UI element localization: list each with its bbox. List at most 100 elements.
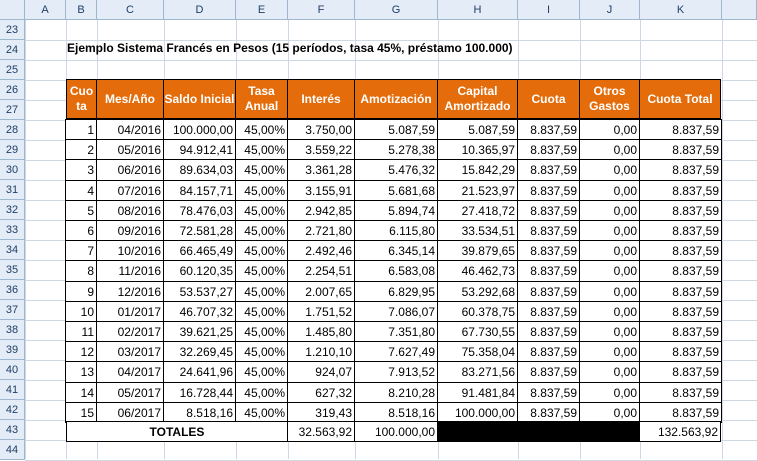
table-cell-interest[interactable]: 2.007,65 — [287, 281, 355, 302]
table-cell-cuota-number[interactable]: 15 — [65, 402, 97, 423]
table-cell-total-installment[interactable]: 8.837,59 — [639, 240, 722, 261]
table-cell-capital-amortized[interactable]: 67.730,55 — [437, 321, 518, 342]
table-cell-amortization[interactable]: 6.345,14 — [354, 240, 438, 261]
column-header[interactable]: B — [66, 0, 97, 20]
table-cell-installment[interactable]: 8.837,59 — [517, 180, 580, 201]
table-cell-total-installment[interactable]: 8.837,59 — [639, 341, 722, 362]
table-cell-cuota-number[interactable]: 13 — [65, 361, 97, 383]
table-cell-amortization[interactable]: 5.894,74 — [354, 200, 438, 221]
row-header[interactable]: 25 — [0, 60, 25, 80]
table-cell-cuota-number[interactable]: 4 — [65, 180, 97, 201]
table-cell-capital-amortized[interactable]: 21.523,97 — [437, 180, 518, 201]
table-cell-other-costs[interactable]: 0,00 — [579, 220, 640, 241]
table-cell-total-installment[interactable]: 8.837,59 — [639, 382, 722, 403]
table-cell-cuota-number[interactable]: 12 — [65, 341, 97, 362]
table-cell-annual-rate[interactable]: 45,00% — [235, 341, 288, 362]
column-header[interactable]: I — [518, 0, 580, 20]
table-cell-annual-rate[interactable]: 45,00% — [235, 260, 288, 282]
row-header[interactable]: 42 — [0, 400, 25, 420]
table-cell-month-year[interactable]: 09/2016 — [96, 220, 164, 241]
header-total-installment[interactable]: Cuota Total — [639, 79, 721, 119]
table-cell-other-costs[interactable]: 0,00 — [579, 159, 640, 181]
table-cell-installment[interactable]: 8.837,59 — [517, 402, 580, 423]
table-cell-amortization[interactable]: 7.627,49 — [354, 341, 438, 362]
table-cell-initial-balance[interactable]: 8.518,16 — [163, 402, 236, 423]
row-header[interactable]: 32 — [0, 200, 25, 220]
table-cell-annual-rate[interactable]: 45,00% — [235, 119, 288, 140]
table-cell-amortization[interactable]: 6.829,95 — [354, 281, 438, 302]
row-header[interactable]: 41 — [0, 380, 25, 400]
table-cell-month-year[interactable]: 07/2016 — [96, 180, 164, 201]
table-cell-initial-balance[interactable]: 72.581,28 — [163, 220, 236, 241]
row-header[interactable]: 26 — [0, 80, 25, 100]
table-cell-interest[interactable]: 3.155,91 — [287, 180, 355, 201]
table-cell-other-costs[interactable]: 0,00 — [579, 321, 640, 342]
table-cell-total-installment[interactable]: 8.837,59 — [639, 139, 722, 160]
column-header[interactable]: J — [580, 0, 640, 20]
table-cell-other-costs[interactable]: 0,00 — [579, 119, 640, 140]
table-cell-interest[interactable]: 3.750,00 — [287, 119, 355, 140]
totals-label[interactable]: TOTALES — [66, 421, 288, 442]
table-cell-month-year[interactable]: 04/2017 — [96, 361, 164, 383]
row-header[interactable]: 33 — [0, 220, 25, 240]
table-cell-total-installment[interactable]: 8.837,59 — [639, 402, 722, 423]
table-cell-installment[interactable]: 8.837,59 — [517, 281, 580, 302]
table-cell-other-costs[interactable]: 0,00 — [579, 301, 640, 322]
table-cell-other-costs[interactable]: 0,00 — [579, 341, 640, 362]
table-cell-month-year[interactable]: 05/2017 — [96, 382, 164, 403]
table-cell-annual-rate[interactable]: 45,00% — [235, 321, 288, 342]
table-cell-cuota-number[interactable]: 6 — [65, 220, 97, 241]
table-cell-annual-rate[interactable]: 45,00% — [235, 200, 288, 221]
row-header[interactable]: 36 — [0, 280, 25, 300]
table-cell-interest[interactable]: 2.254,51 — [287, 260, 355, 282]
table-cell-month-year[interactable]: 02/2017 — [96, 321, 164, 342]
table-cell-annual-rate[interactable]: 45,00% — [235, 361, 288, 383]
table-cell-annual-rate[interactable]: 45,00% — [235, 402, 288, 423]
table-cell-total-installment[interactable]: 8.837,59 — [639, 321, 722, 342]
column-header-partial[interactable] — [722, 0, 757, 20]
table-cell-capital-amortized[interactable]: 100.000,00 — [437, 402, 518, 423]
row-header[interactable]: 28 — [0, 120, 25, 140]
table-cell-interest[interactable]: 1.485,80 — [287, 321, 355, 342]
column-header[interactable]: A — [25, 0, 66, 20]
row-header[interactable]: 24 — [0, 40, 25, 60]
column-header[interactable]: F — [288, 0, 355, 20]
row-header[interactable]: 43 — [0, 420, 25, 440]
table-cell-month-year[interactable]: 10/2016 — [96, 240, 164, 261]
table-cell-other-costs[interactable]: 0,00 — [579, 200, 640, 221]
table-cell-cuota-number[interactable]: 8 — [65, 260, 97, 282]
table-cell-other-costs[interactable]: 0,00 — [579, 240, 640, 261]
table-cell-other-costs[interactable]: 0,00 — [579, 180, 640, 201]
table-cell-capital-amortized[interactable]: 5.087,59 — [437, 119, 518, 140]
sheet-title[interactable]: Ejemplo Sistema Francés en Pesos (15 per… — [67, 41, 513, 55]
table-cell-installment[interactable]: 8.837,59 — [517, 220, 580, 241]
table-cell-amortization[interactable]: 5.476,32 — [354, 159, 438, 181]
header-amortization[interactable]: Amotización — [354, 79, 438, 119]
table-cell-cuota-number[interactable]: 10 — [65, 301, 97, 322]
table-cell-installment[interactable]: 8.837,59 — [517, 240, 580, 261]
header-month-year[interactable]: Mes/Año — [96, 79, 164, 119]
table-cell-capital-amortized[interactable]: 39.879,65 — [437, 240, 518, 261]
column-header[interactable]: H — [438, 0, 518, 20]
table-cell-installment[interactable]: 8.837,59 — [517, 321, 580, 342]
table-cell-interest[interactable]: 2.942,85 — [287, 200, 355, 221]
table-cell-initial-balance[interactable]: 94.912,41 — [163, 139, 236, 160]
table-cell-annual-rate[interactable]: 45,00% — [235, 220, 288, 241]
table-cell-amortization[interactable]: 5.087,59 — [354, 119, 438, 140]
table-cell-month-year[interactable]: 06/2017 — [96, 402, 164, 423]
table-cell-annual-rate[interactable]: 45,00% — [235, 240, 288, 261]
total-amortization[interactable]: 100.000,00 — [354, 421, 438, 442]
column-header[interactable]: E — [236, 0, 288, 20]
row-header[interactable]: 37 — [0, 300, 25, 320]
table-cell-installment[interactable]: 8.837,59 — [517, 382, 580, 403]
column-header[interactable]: K — [640, 0, 722, 20]
table-cell-initial-balance[interactable]: 32.269,45 — [163, 341, 236, 362]
row-header[interactable]: 38 — [0, 320, 25, 340]
table-cell-month-year[interactable]: 11/2016 — [96, 260, 164, 282]
total-installment-sum[interactable]: 132.563,92 — [639, 421, 721, 442]
table-cell-initial-balance[interactable]: 24.641,96 — [163, 361, 236, 383]
table-cell-annual-rate[interactable]: 45,00% — [235, 180, 288, 201]
table-cell-annual-rate[interactable]: 45,00% — [235, 382, 288, 403]
header-annual-rate[interactable]: Tasa Anual — [235, 79, 288, 119]
